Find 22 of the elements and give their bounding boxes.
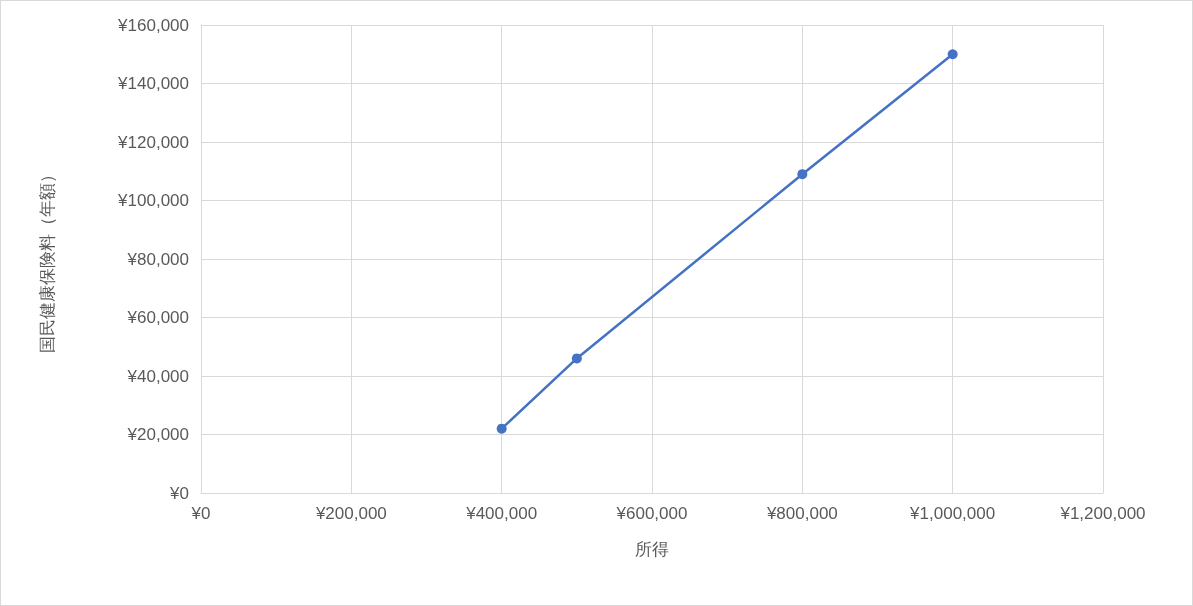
y-tick-label: ¥160,000	[117, 15, 189, 35]
x-axis-title: 所得	[635, 540, 669, 559]
y-tick-label: ¥40,000	[126, 366, 189, 386]
x-tick-label: ¥600,000	[615, 504, 688, 523]
x-tick-label: ¥1,000,000	[909, 504, 996, 523]
x-tick-label: ¥1,200,000	[1059, 504, 1146, 523]
point	[947, 49, 958, 60]
y-axis-title: 国民健康保険料（年額）	[38, 165, 57, 353]
point	[797, 169, 808, 180]
y-tick-label: ¥60,000	[126, 308, 189, 327]
point	[496, 423, 507, 434]
y-tick-label: ¥20,000	[126, 425, 189, 444]
x-tick-label: ¥800,000	[765, 504, 838, 523]
x-tick-label: ¥0	[190, 504, 211, 523]
x-tick-label: ¥200,000	[314, 504, 387, 523]
y-tick-label: ¥80,000	[126, 249, 189, 269]
y-tick-label: ¥100,000	[117, 191, 189, 210]
y-tick-label: ¥140,000	[117, 74, 189, 93]
point	[571, 353, 582, 364]
x-tick-label: ¥400,000	[465, 504, 538, 523]
y-tick-label: ¥120,000	[117, 132, 189, 152]
y-tick-label: ¥0	[169, 483, 189, 503]
